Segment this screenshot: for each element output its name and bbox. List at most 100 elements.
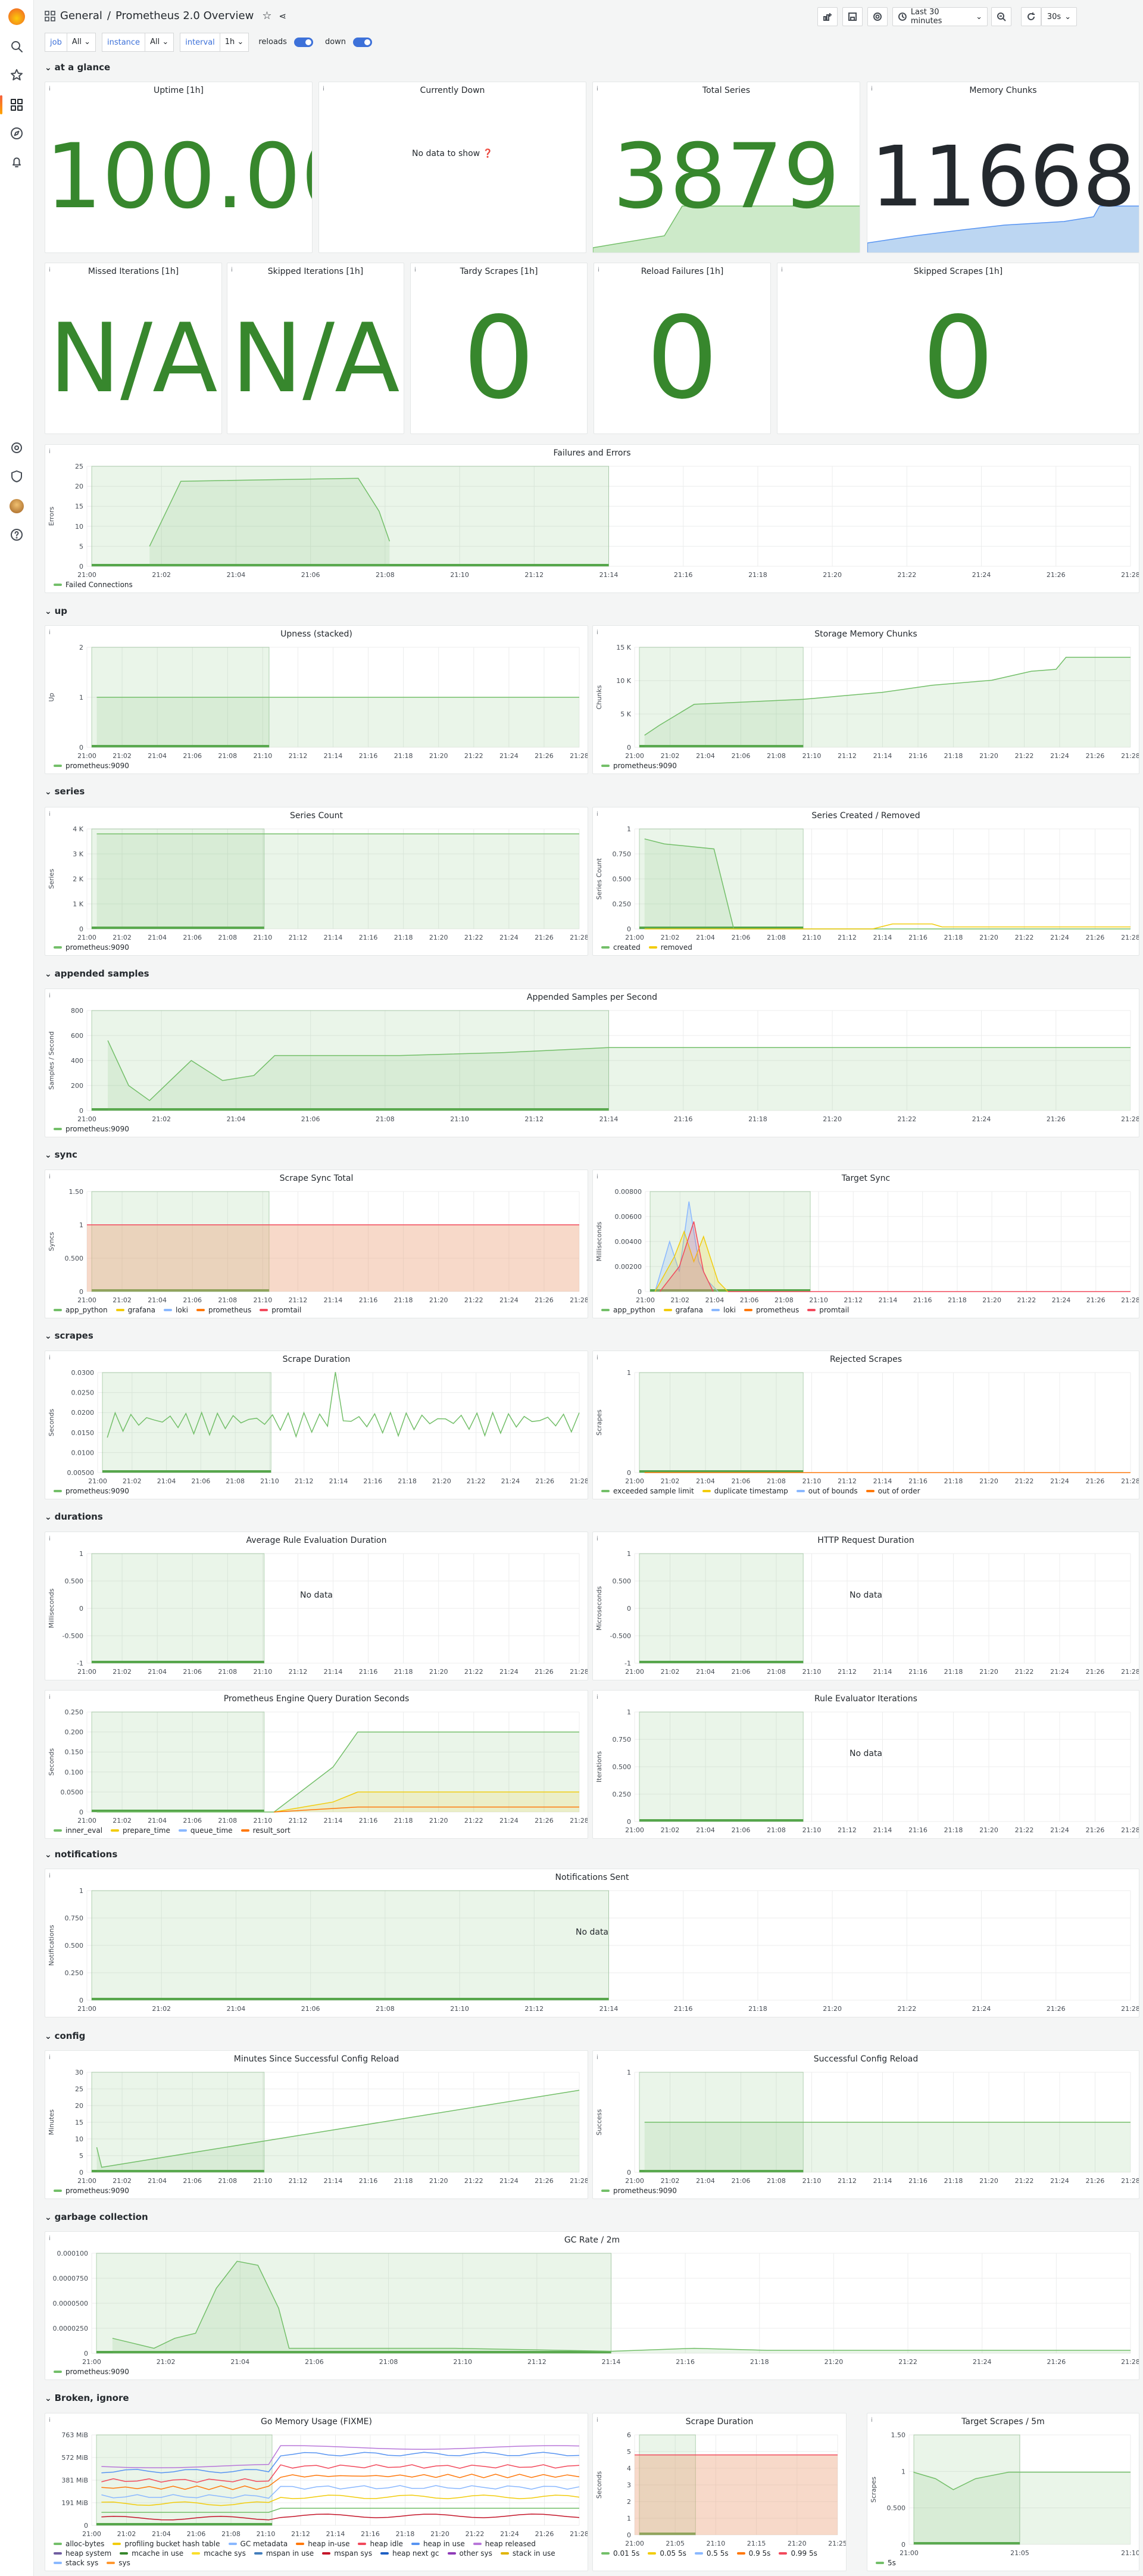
breadcrumb-folder[interactable]: General (60, 10, 102, 22)
legend-item[interactable]: prometheus (744, 1306, 799, 1314)
dashboard-settings-button[interactable] (867, 7, 888, 26)
search-icon[interactable] (10, 39, 24, 54)
legend-item[interactable]: profiling bucket hash table (113, 2540, 220, 2548)
chart-scrape-duration-title[interactable]: Scrape Duration (282, 1355, 351, 1364)
chart-target-scrapes-title[interactable]: Target Scrapes / 5m (961, 2417, 1045, 2427)
help-icon[interactable] (10, 528, 24, 542)
legend-item[interactable]: mspan sys (322, 2549, 372, 2558)
legend-item[interactable]: heap idle (358, 2540, 403, 2548)
legend-item[interactable]: sys (107, 2559, 130, 2567)
chart-canvas[interactable]: Up 0 1 2 21:00 21:02 21:04 21:06 21:08 21:10 21:12… (45, 626, 588, 774)
panel-info-icon[interactable]: i (414, 267, 416, 273)
panel-info-icon[interactable]: i (231, 267, 233, 273)
configuration-gear-icon[interactable] (10, 441, 24, 455)
panel-info-icon[interactable]: i (871, 86, 873, 92)
legend-item[interactable]: other sys (447, 2549, 492, 2558)
chart-canvas[interactable]: 0 0.0000250 0.0000500 0.0000750 0.000100 21:0… (45, 2232, 1139, 2380)
legend-item[interactable]: exceeded sample limit (601, 1487, 694, 1495)
stat-tardy-title[interactable]: Tardy Scrapes [1h] (460, 267, 538, 276)
alerting-bell-icon[interactable] (10, 155, 24, 169)
legend-item[interactable]: mspan in use (254, 2549, 314, 2558)
annotation-marker[interactable] (650, 1289, 811, 1292)
panel-info-icon[interactable]: i (49, 86, 51, 92)
legend-item[interactable]: stack in use (500, 2549, 555, 2558)
server-admin-shield-icon[interactable] (10, 469, 24, 484)
legend-item[interactable]: queue_time (178, 1826, 233, 1835)
legend-item[interactable]: result_sort (241, 1826, 291, 1835)
chart-rule-iter-title[interactable]: Rule Evaluator Iterations (814, 1694, 917, 1704)
legend-item[interactable]: heap next gc (380, 2549, 439, 2558)
row-broken[interactable]: Broken, ignore (45, 2393, 129, 2403)
legend-item[interactable]: out of bounds (796, 1487, 858, 1495)
panel-info-icon[interactable]: i (49, 2054, 51, 2061)
chart-rejected-title[interactable]: Rejected Scrapes (829, 1355, 902, 1364)
chart-engine-title[interactable]: Prometheus Engine Query Duration Seconds (223, 1694, 410, 1704)
chart-notifications-title[interactable]: Notifications Sent (555, 1873, 629, 1882)
chart-avg-rule-title[interactable]: Average Rule Evaluation Duration (246, 1536, 387, 1545)
legend-item[interactable]: prometheus:9090 (54, 1487, 129, 1495)
chart-canvas[interactable]: Notifications 0 0.250 0.500 0.750 1 21:00 21:02… (45, 1869, 1139, 2017)
annotation-marker[interactable] (102, 1470, 271, 1473)
panel-info-icon[interactable]: i (597, 629, 598, 636)
panel-info-icon[interactable]: i (49, 1536, 51, 1542)
stat-skipped-title[interactable]: Skipped Iterations [1h] (267, 267, 364, 276)
down-toggle[interactable] (353, 38, 373, 47)
annotation-marker[interactable] (92, 1810, 264, 1812)
annotation-marker[interactable] (92, 1289, 269, 1292)
legend-item[interactable]: inner_eval (54, 1826, 102, 1835)
panel-info-icon[interactable]: i (871, 2417, 873, 2424)
chart-canvas[interactable]: Scrapes 0 0.500 1 1.50 21:00 21:05 21:10 (867, 2413, 1139, 2571)
panel-info-icon[interactable]: i (597, 1694, 598, 1701)
var-interval-select[interactable]: 1h ⌄ (220, 33, 249, 52)
chart-canvas[interactable]: Chunks 0 5 K 10 K 15 K 21:00 21:02 21:04 21:06 21… (593, 626, 1139, 774)
chart-http-req-title[interactable]: HTTP Request Duration (817, 1536, 914, 1545)
chart-canvas[interactable]: Seconds 0 0.0500 0.100 0.150 0.200 0.250 21:00 2… (45, 1691, 588, 1839)
panel-info-icon[interactable]: i (49, 811, 51, 818)
legend-item[interactable]: mcache in use (120, 2549, 183, 2558)
annotation-marker[interactable] (92, 2170, 264, 2172)
chart-canvas[interactable]: Syncs 0 0.500 1 1.50 21:00 21:02 21:04 21:06 21:0… (45, 1170, 588, 1318)
panel-info-icon[interactable]: i (49, 629, 51, 636)
legend-item[interactable]: stack sys (54, 2559, 98, 2567)
refresh-button[interactable] (1021, 7, 1041, 26)
legend-item[interactable]: prepare_time (111, 1826, 170, 1835)
chart-canvas[interactable]: Iterations 0 0.250 0.500 0.750 1 21:00 21:02 21:… (593, 1691, 1139, 1839)
legend-item[interactable]: prometheus:9090 (601, 2187, 677, 2195)
grafana-logo-icon[interactable] (8, 8, 25, 25)
dashboards-icon[interactable] (10, 98, 24, 112)
legend-item[interactable]: grafana (115, 1306, 155, 1314)
var-instance-select[interactable]: All ⌄ (145, 33, 174, 52)
panel-info-icon[interactable]: i (597, 86, 598, 92)
row-series[interactable]: series (45, 786, 85, 797)
legend-item[interactable]: app_python (601, 1306, 655, 1314)
legend-item[interactable]: prometheus:9090 (54, 2187, 129, 2195)
legend-item[interactable]: created (601, 943, 641, 952)
chart-failures-title[interactable]: Failures and Errors (553, 448, 631, 458)
legend-item[interactable]: removed (648, 943, 692, 952)
annotation-marker[interactable] (639, 745, 804, 747)
legend-item[interactable]: heap in-use (296, 2540, 349, 2548)
row-garbage-collection[interactable]: garbage collection (45, 2212, 148, 2222)
panel-info-icon[interactable]: i (597, 1174, 598, 1180)
chart-canvas[interactable]: Success 0 1 21:00 21:02 21:04 21:06 21:08 21:10 2… (593, 2051, 1139, 2199)
row-notifications[interactable]: notifications (45, 1849, 118, 1860)
legend-item[interactable]: app_python (54, 1306, 108, 1314)
panel-info-icon[interactable]: i (49, 267, 51, 273)
legend-item[interactable]: 0.9 5s (736, 2549, 770, 2558)
legend-item[interactable]: alloc-bytes (54, 2540, 104, 2548)
chart-canvas[interactable]: Microseconds -1 -0.500 0 0.500 1 21:00 21:02 21:… (593, 1532, 1139, 1680)
panel-info-icon[interactable]: i (597, 1536, 598, 1542)
legend-item[interactable]: GC metadata (228, 2540, 288, 2548)
chart-canvas[interactable]: Minutes 0 5 10 15 20 25 30 21:00 21:02 21:04 21:06 2… (45, 2051, 588, 2199)
chart-scrape-dur2-title[interactable]: Scrape Duration (685, 2417, 754, 2427)
panel-info-icon[interactable]: i (597, 2417, 598, 2424)
reloads-toggle[interactable] (293, 38, 313, 47)
chart-canvas[interactable]: Seconds 0.00500 0.0100 0.0150 0.0200 0.0250 0.… (45, 1351, 588, 1499)
legend-item[interactable]: prometheus:9090 (54, 2368, 129, 2376)
chart-canvas[interactable]: 0 191 MiB 381 MiB 572 MiB 763 MiB 21:00 21:02 2… (45, 2413, 588, 2571)
chart-upness-title[interactable]: Upness (stacked) (280, 629, 352, 639)
chart-storage-title[interactable]: Storage Memory Chunks (814, 629, 917, 639)
stat-missed-title[interactable]: Missed Iterations [1h] (88, 267, 179, 276)
legend-item[interactable]: 0.05 5s (648, 2549, 686, 2558)
var-job-select[interactable]: All ⌄ (67, 33, 96, 52)
